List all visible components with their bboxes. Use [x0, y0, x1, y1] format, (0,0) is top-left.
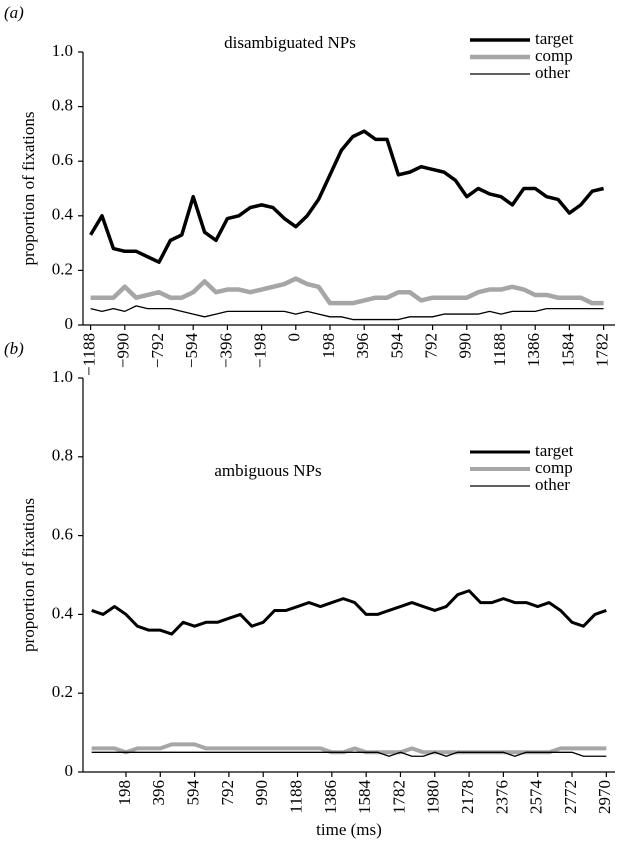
x-tick-label: −792: [148, 333, 167, 368]
panel-label: (b): [4, 339, 24, 358]
series-line: [89, 129, 605, 264]
x-tick-label: 1782: [389, 780, 408, 814]
series-line: [91, 742, 607, 755]
x-tick-label: 2574: [527, 780, 546, 815]
y-tick-label: 1.0: [52, 367, 73, 386]
y-tick-label: 0.8: [52, 446, 73, 465]
x-tick-label: 1782: [593, 333, 612, 367]
series-line: [90, 276, 604, 306]
x-tick-label: −594: [182, 333, 201, 369]
panel-label: (a): [4, 3, 24, 22]
x-tick-label: 1584: [558, 333, 577, 368]
x-tick-label: 396: [149, 780, 168, 806]
x-tick-label: −396: [216, 333, 235, 368]
chart-title: ambiguous NPs: [214, 461, 321, 480]
series-line: [91, 751, 607, 757]
y-tick-label: 0.6: [52, 525, 73, 544]
x-tick-label: 594: [184, 780, 203, 806]
x-tick-label: 792: [422, 333, 441, 359]
x-tick-label: 0: [285, 333, 304, 342]
y-tick-label: 0.4: [52, 603, 74, 622]
legend-label: other: [535, 63, 570, 82]
x-axis-label: time (ms): [316, 820, 382, 839]
x-tick-label: 2376: [492, 780, 511, 814]
x-tick-label: 2178: [458, 780, 477, 814]
y-tick-label: 0.2: [52, 259, 73, 278]
x-tick-label: 594: [387, 333, 406, 359]
legend-label: other: [535, 475, 570, 494]
series-line: [91, 589, 607, 636]
x-tick-label: 792: [218, 780, 237, 806]
y-tick-label: 0.8: [52, 96, 73, 115]
x-tick-label: 1188: [490, 333, 509, 366]
series-line: [90, 305, 604, 321]
y-tick-label: 0.4: [52, 205, 74, 224]
y-tick-label: 0: [65, 761, 74, 780]
y-tick-label: 0.2: [52, 682, 73, 701]
x-tick-label: 2970: [595, 780, 614, 814]
legend-label: target: [535, 441, 574, 460]
x-tick-label: 1386: [321, 780, 340, 814]
y-tick-label: 1.0: [52, 41, 73, 60]
y-tick-label: 0.6: [52, 150, 73, 169]
x-tick-label: 198: [319, 333, 338, 359]
x-tick-label: 1386: [524, 333, 543, 367]
x-tick-label: 990: [456, 333, 475, 359]
x-tick-label: −1188: [80, 333, 99, 376]
chart-title: disambiguated NPs: [224, 33, 356, 52]
legend-label: comp: [535, 46, 573, 65]
x-tick-label: 1188: [286, 780, 305, 813]
y-axis-label: proportion of fixations: [19, 498, 38, 652]
x-tick-label: 2772: [561, 780, 580, 814]
legend-label: comp: [535, 458, 573, 477]
x-tick-label: 396: [353, 333, 372, 359]
x-tick-label: 1980: [424, 780, 443, 814]
y-tick-label: 0: [65, 314, 74, 333]
x-tick-label: 990: [252, 780, 271, 806]
x-tick-label: 198: [115, 780, 134, 806]
x-tick-label: −198: [251, 333, 270, 368]
x-tick-label: 1584: [355, 780, 374, 815]
legend-label: target: [535, 29, 574, 48]
y-axis-label: proportion of fixations: [19, 112, 38, 266]
x-tick-label: −990: [114, 333, 133, 368]
